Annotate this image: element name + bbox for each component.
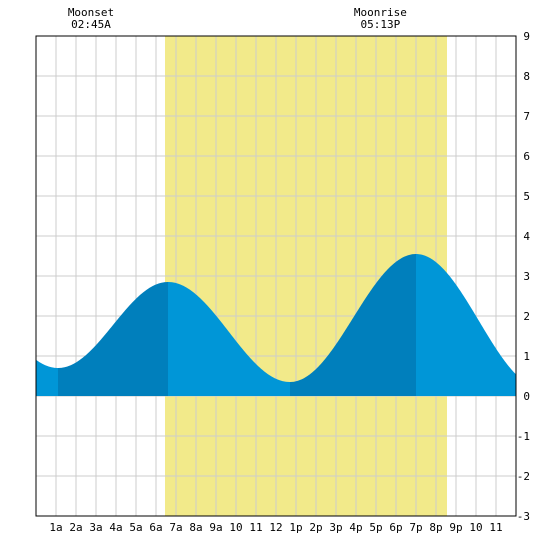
- tide-falling-segment: [168, 282, 290, 396]
- x-tick-label: 10: [229, 521, 242, 534]
- x-tick-label: 5p: [369, 521, 382, 534]
- y-tick-label: -1: [517, 430, 530, 443]
- x-tick-label: 7p: [409, 521, 422, 534]
- y-tick-label: 1: [523, 350, 530, 363]
- x-tick-label: 6p: [389, 521, 402, 534]
- moon-event-name: Moonset: [68, 6, 114, 19]
- x-tick-label: 1p: [289, 521, 302, 534]
- y-tick-label: 4: [523, 230, 530, 243]
- y-tick-label: 2: [523, 310, 530, 323]
- x-tick-label: 11: [489, 521, 502, 534]
- y-tick-label: 8: [523, 70, 530, 83]
- x-tick-label: 8a: [189, 521, 202, 534]
- tide-falling-segment: [416, 254, 516, 396]
- moon-event-name: Moonrise: [354, 6, 407, 19]
- x-tick-label: 10: [469, 521, 482, 534]
- plot-frame: [35, 35, 517, 517]
- y-tick-label: 6: [523, 150, 530, 163]
- y-tick-label: 5: [523, 190, 530, 203]
- y-tick-labels: -3 -2 -1 0 1 2 3 4 5 6 7 8 9: [517, 30, 531, 523]
- tide-falling-segment: [36, 359, 58, 396]
- plot-frame-layer: [35, 35, 517, 517]
- y-tick-label: -3: [517, 510, 530, 523]
- y-tick-label: -2: [517, 470, 530, 483]
- x-tick-label: 3a: [89, 521, 102, 534]
- x-tick-label: 6a: [149, 521, 162, 534]
- x-tick-label: 5a: [129, 521, 142, 534]
- x-tick-label: 12: [269, 521, 282, 534]
- moon-event-time: 05:13P: [361, 18, 401, 31]
- y-tick-label: 9: [523, 30, 530, 43]
- x-tick-label: 11: [249, 521, 262, 534]
- x-tick-label: 2p: [309, 521, 322, 534]
- x-tick-label: 4a: [109, 521, 122, 534]
- x-tick-labels: 1a 2a 3a 4a 5a 6a 7a 8a 9a 10 11 12 1p 2p 3p 4p 5p 6p 7p 8p…: [49, 521, 502, 534]
- y-tick-label: 3: [523, 270, 530, 283]
- y-tick-label: 0: [523, 390, 530, 403]
- tide-rising-segment: [290, 254, 416, 396]
- tide-area-layer: [36, 254, 516, 396]
- moon-event-time: 02:45A: [71, 18, 111, 31]
- x-tick-label: 1a: [49, 521, 62, 534]
- tide-rising-segment: [58, 282, 168, 396]
- x-tick-label: 9a: [209, 521, 222, 534]
- x-tick-label: 2a: [69, 521, 82, 534]
- y-tick-label: 7: [523, 110, 530, 123]
- x-tick-label: 3p: [329, 521, 342, 534]
- x-tick-label: 9p: [449, 521, 462, 534]
- x-tick-label: 4p: [349, 521, 362, 534]
- x-tick-label: 7a: [169, 521, 182, 534]
- x-tick-label: 8p: [429, 521, 442, 534]
